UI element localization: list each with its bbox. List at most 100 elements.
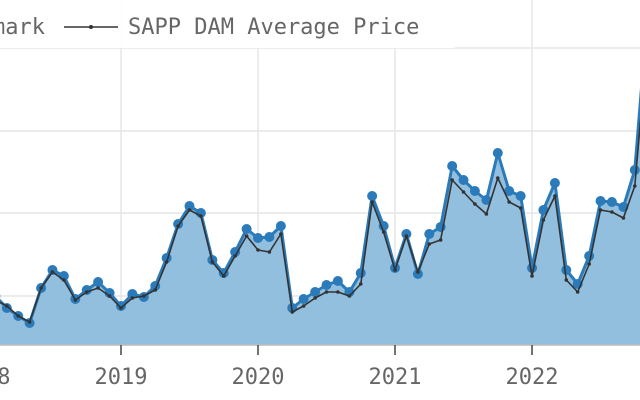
point [347, 294, 352, 298]
point [393, 268, 397, 272]
point [629, 165, 640, 175]
point [107, 294, 112, 298]
legend-label: SAPP DAM Average Price [128, 15, 419, 40]
x-tick-label: 2022 [506, 365, 559, 390]
point [495, 176, 500, 180]
point [469, 186, 480, 196]
point [267, 250, 272, 254]
point [210, 260, 215, 264]
point [336, 290, 340, 294]
point [119, 306, 123, 310]
point [447, 161, 458, 171]
area [0, 106, 640, 345]
point [461, 190, 466, 194]
point [606, 197, 617, 207]
point [244, 234, 249, 238]
point [473, 202, 477, 206]
point [176, 224, 180, 228]
line [0, 87, 640, 325]
point [62, 278, 66, 282]
point [73, 298, 78, 302]
point [50, 270, 55, 274]
point [324, 290, 329, 294]
point [401, 229, 412, 239]
point [264, 232, 275, 242]
point [515, 191, 526, 201]
point [233, 254, 237, 258]
point [275, 221, 286, 231]
point [584, 251, 595, 261]
legend-marker [89, 25, 93, 29]
point [96, 286, 100, 290]
point [310, 287, 321, 297]
point [256, 248, 260, 252]
point [450, 178, 454, 182]
point [16, 314, 21, 318]
legend-box [0, 0, 455, 48]
point [93, 277, 104, 287]
point [5, 304, 9, 308]
x-tick-label: 2019 [94, 365, 147, 390]
point [355, 268, 366, 278]
point [279, 232, 283, 236]
point [221, 274, 226, 278]
point [39, 286, 43, 290]
point [142, 294, 146, 298]
point [127, 289, 138, 299]
point [504, 186, 515, 196]
point [595, 196, 606, 206]
point [84, 290, 89, 294]
point [541, 218, 546, 222]
point [253, 233, 264, 243]
point [187, 208, 192, 212]
point [610, 210, 614, 214]
point [290, 310, 295, 314]
point [230, 247, 241, 257]
point [549, 178, 560, 188]
point [621, 216, 626, 220]
point [184, 201, 195, 211]
point [381, 230, 386, 234]
point [553, 194, 557, 198]
point [484, 212, 489, 216]
point [530, 274, 534, 278]
point [424, 229, 435, 239]
point [492, 148, 503, 158]
point [81, 285, 92, 295]
point [416, 270, 420, 274]
point [561, 265, 572, 275]
point [370, 200, 374, 204]
point [313, 296, 317, 300]
point [564, 278, 569, 282]
x-tick-label: 2020 [232, 365, 285, 390]
point [598, 208, 603, 212]
point [47, 265, 58, 275]
x-tick-label: 2021 [369, 365, 422, 390]
point [27, 320, 32, 324]
point [153, 288, 158, 292]
x-tick-label: 2018 [0, 365, 10, 390]
point [412, 269, 423, 279]
point [298, 294, 309, 304]
point [427, 242, 432, 246]
point [404, 234, 409, 238]
point [241, 224, 252, 234]
point [321, 280, 332, 290]
point [507, 200, 511, 204]
point [115, 301, 126, 311]
point [164, 260, 169, 264]
point [632, 184, 637, 188]
legend-label: Benchmark [0, 15, 45, 40]
point [301, 304, 306, 308]
line [0, 117, 640, 323]
point [104, 288, 115, 298]
point [587, 262, 591, 266]
point [458, 175, 469, 185]
point [518, 206, 523, 210]
point [438, 238, 443, 242]
point [481, 195, 492, 205]
point [199, 214, 203, 218]
point [130, 296, 135, 300]
point [367, 191, 378, 201]
